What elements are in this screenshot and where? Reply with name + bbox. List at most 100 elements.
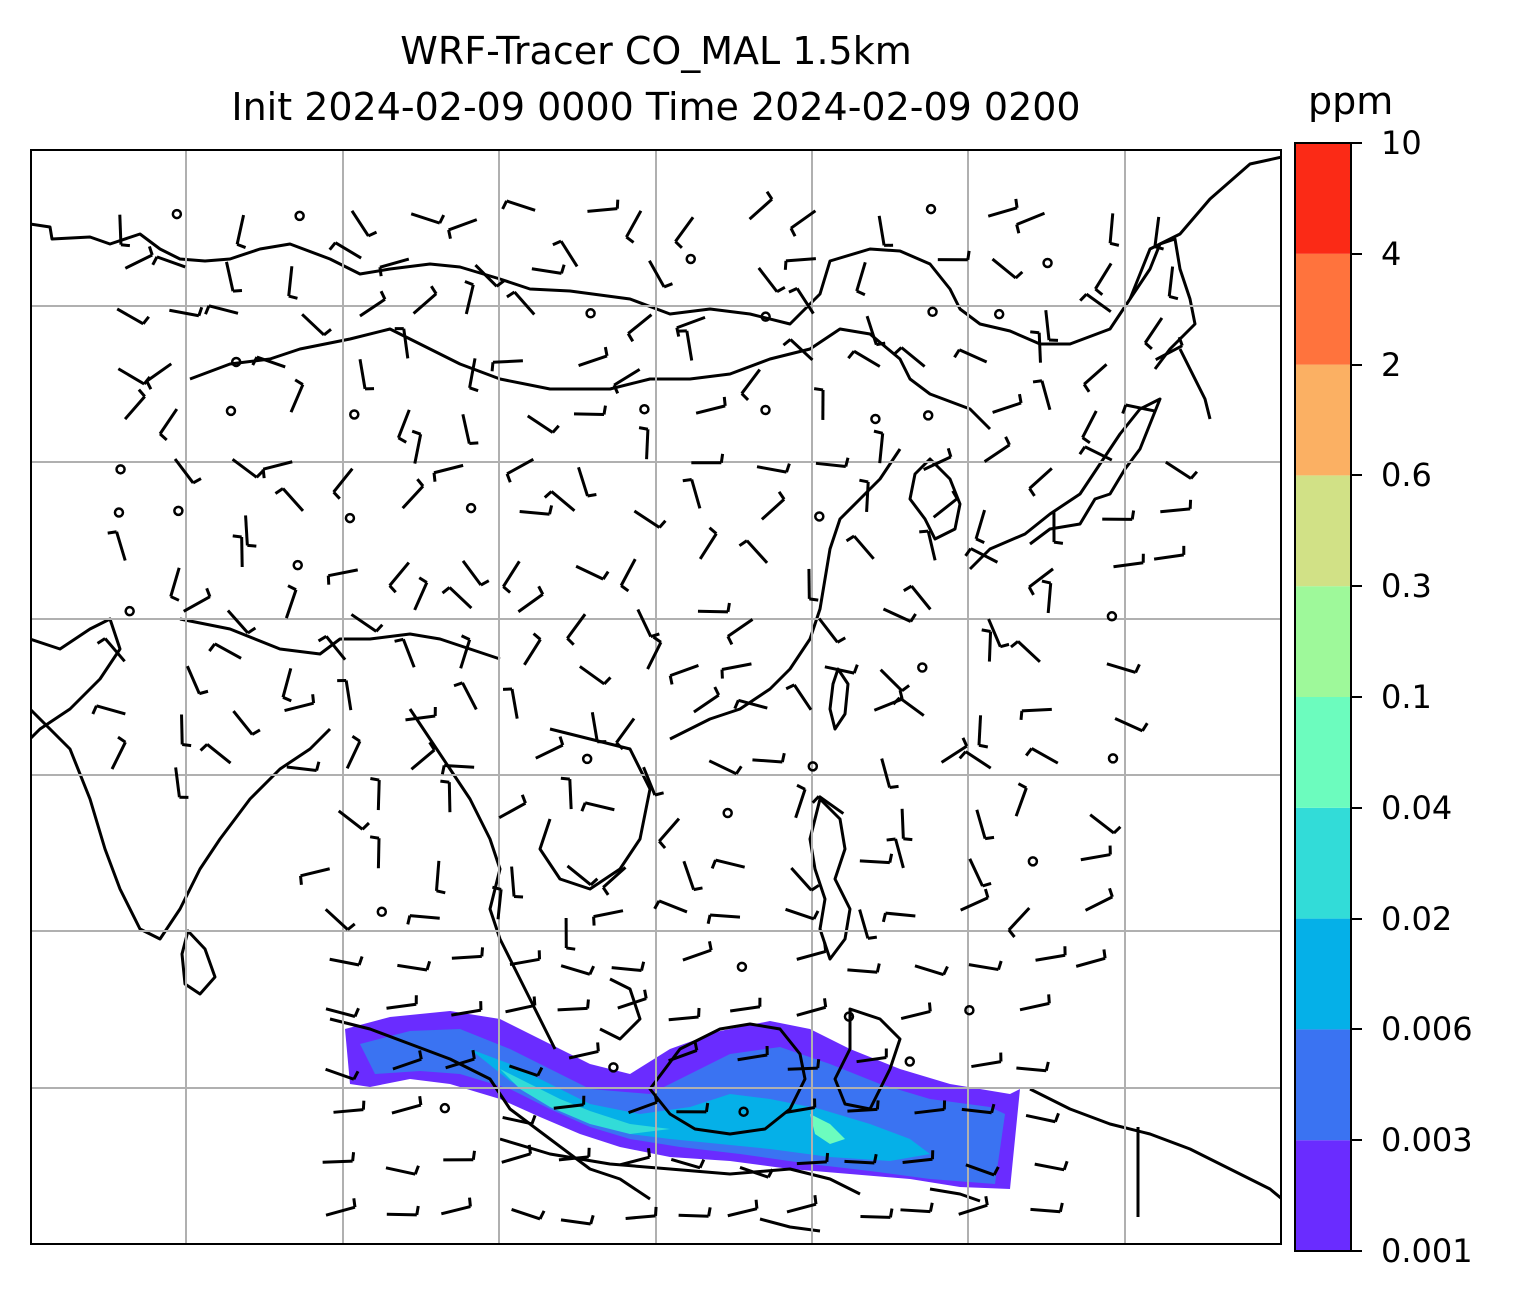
wind-barb: [123, 388, 146, 421]
wind-barb: [738, 539, 769, 564]
calm-wind-marker: [465, 502, 477, 514]
wind-barb: [964, 547, 999, 564]
colorbar-segment: [1295, 475, 1351, 587]
wind-barb: [886, 837, 905, 869]
wind-barb: [615, 717, 636, 751]
wind-barb: [1041, 579, 1053, 614]
wind-barb: [625, 210, 643, 244]
wind-barb: [560, 964, 596, 976]
wind-barb: [757, 267, 786, 294]
wind-barb: [281, 667, 293, 703]
wind-barb: [232, 534, 244, 568]
wind-barb: [590, 711, 607, 744]
wind-barb: [726, 618, 754, 646]
wind-barb: [903, 584, 932, 611]
wind-barb: [992, 393, 1023, 414]
wind-barb: [752, 752, 786, 764]
wind-barb: [502, 560, 521, 594]
calm-wind-marker: [439, 1102, 451, 1114]
calm-wind-marker: [738, 1106, 749, 1117]
wind-barb: [301, 313, 332, 337]
wind-barb: [1075, 949, 1107, 968]
wind-barb: [815, 457, 850, 468]
wind-barb: [204, 304, 239, 315]
calm-wind-marker: [722, 807, 733, 819]
wind-barb: [710, 858, 746, 869]
wind-barb: [914, 964, 949, 977]
wind-barb: [1155, 336, 1184, 362]
plume-band-4: [810, 1114, 845, 1144]
wind-barb: [720, 662, 752, 679]
colorbar-tick-mark: [1352, 363, 1362, 366]
wind-barb: [760, 490, 786, 521]
wind-barb: [668, 1041, 699, 1063]
calm-wind-marker: [843, 1011, 855, 1022]
wind-barb: [385, 1165, 420, 1176]
wind-barb: [882, 607, 917, 623]
wind-barb: [676, 1102, 710, 1114]
calm-wind-marker: [115, 464, 126, 475]
wind-barb: [511, 1207, 546, 1221]
wind-barb: [784, 1098, 817, 1114]
wind-barb: [796, 1152, 830, 1166]
calm-wind-marker: [736, 961, 748, 973]
wind-barb: [317, 635, 347, 661]
wind-barb: [974, 509, 987, 544]
wind-barb: [636, 608, 660, 638]
wind-barb: [369, 835, 381, 869]
wind-barb: [865, 315, 886, 347]
wind-barb: [748, 190, 774, 221]
wind-barb: [502, 1114, 537, 1126]
wind-barb: [386, 995, 418, 1010]
colorbar-tick-mark: [1352, 917, 1362, 920]
wind-barb: [185, 665, 209, 696]
wind-barb: [289, 378, 305, 413]
wind-barb: [459, 634, 472, 669]
calm-wind-marker: [349, 409, 360, 420]
colorbar-tick-mark: [1352, 1250, 1362, 1252]
wind-barb: [698, 526, 718, 560]
wind-barb: [284, 584, 298, 619]
wind-barb: [440, 763, 475, 775]
wind-barb: [1143, 317, 1164, 351]
wind-barb: [231, 458, 265, 479]
wind-barb: [1025, 1112, 1060, 1124]
wind-barb: [322, 1152, 356, 1164]
wind-barb: [394, 637, 416, 668]
wind-barb: [813, 387, 825, 420]
colorbar-segment: [1295, 697, 1351, 808]
wind-barb: [626, 313, 653, 343]
calm-wind-marker: [608, 1062, 619, 1073]
wind-barb: [824, 664, 859, 675]
wind-barb: [501, 199, 536, 212]
colorbar-segment: [1295, 253, 1351, 365]
wind-barb: [580, 801, 615, 812]
wind-barb: [923, 447, 953, 471]
colorbar-segment: [1295, 586, 1351, 697]
wind-barb: [251, 355, 286, 369]
wind-barb: [601, 866, 627, 896]
calm-wind-marker: [870, 413, 881, 425]
wind-barb: [1010, 640, 1041, 663]
wind-barb: [107, 530, 127, 561]
calm-wind-marker: [1107, 753, 1119, 764]
wind-barb: [794, 783, 807, 819]
wind-barb: [358, 359, 375, 391]
wind-barb: [611, 961, 646, 972]
calm-wind-marker: [225, 405, 237, 417]
wind-barb: [564, 917, 576, 951]
wind-barb: [208, 642, 242, 660]
wind-barb: [158, 408, 179, 442]
wind-barb: [729, 997, 762, 1013]
wind-barb: [682, 941, 713, 962]
calm-wind-marker: [922, 410, 934, 421]
wind-barb: [577, 466, 597, 498]
wind-barb: [658, 817, 681, 850]
wind-barb: [1080, 845, 1112, 862]
wind-barb: [568, 1042, 600, 1060]
calm-wind-marker: [917, 662, 928, 673]
wind-barb: [519, 505, 554, 516]
colorbar-segment: [1295, 1140, 1351, 1251]
wind-barb: [1025, 747, 1059, 765]
wind-barb: [386, 1205, 420, 1217]
